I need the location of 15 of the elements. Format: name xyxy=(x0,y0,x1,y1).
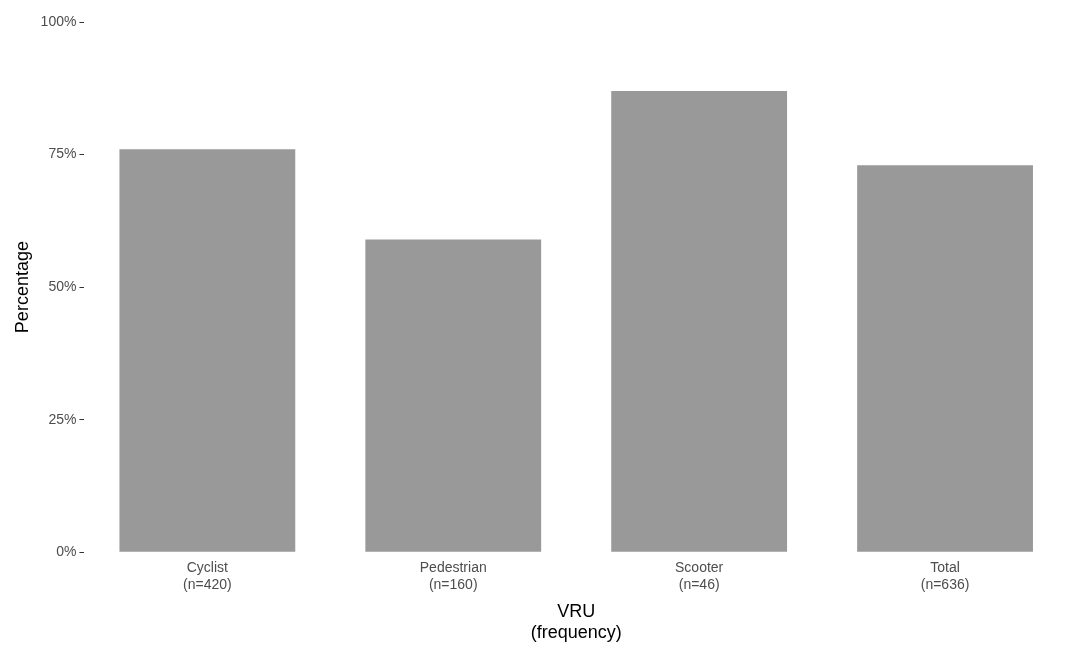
bar xyxy=(611,90,788,552)
x-tick-label: Cyclist (n=420) xyxy=(183,559,232,593)
bar xyxy=(119,149,296,552)
x-tick-label: Scooter (n=46) xyxy=(675,559,724,593)
y-tick-label: 75% xyxy=(48,145,77,162)
y-axis-title: Percentage xyxy=(11,241,32,334)
bar xyxy=(365,239,542,552)
x-axis-title: VRU (frequency) xyxy=(530,600,622,643)
bar xyxy=(857,165,1033,552)
y-tick-label: 0% xyxy=(56,543,77,560)
x-tick-label: Total (n=636) xyxy=(920,559,970,593)
x-tick-label: Pedestrian (n=160) xyxy=(419,559,487,593)
y-tick-label: 50% xyxy=(48,277,77,294)
y-tick-label: 100% xyxy=(40,12,77,29)
y-tick-label: 25% xyxy=(48,410,77,427)
